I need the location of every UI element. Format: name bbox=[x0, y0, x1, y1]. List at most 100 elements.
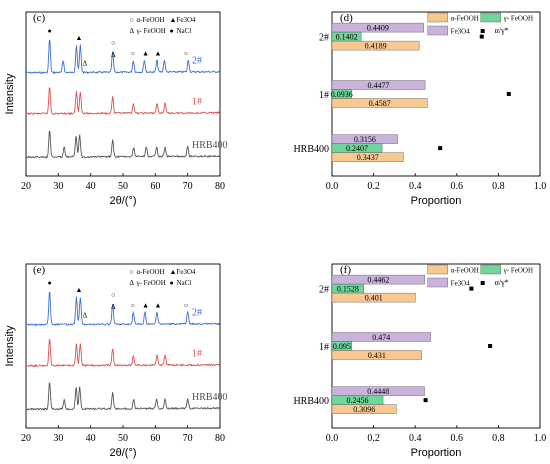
x-tick-label: 0.8 bbox=[492, 433, 505, 444]
x-tick-label: 30 bbox=[53, 181, 63, 192]
x-tick-label: 60 bbox=[150, 433, 160, 444]
legend-ratio-marker bbox=[480, 281, 485, 285]
phase-marker: ● bbox=[47, 27, 51, 35]
bar-value-label: 0.0936 bbox=[331, 90, 353, 99]
xrd-series-line bbox=[25, 87, 220, 116]
legend-symbol: ● bbox=[169, 279, 173, 287]
proportion-panel-d: 0.0 0.2 0.4 0.6 0.8 1.0 Proportion (d) 2# 0.4409 0… bbox=[293, 11, 547, 207]
legend-ratio-label: α/γ* bbox=[495, 278, 509, 287]
legend-ratio-marker bbox=[480, 29, 485, 33]
proportion-panel-f: 0.0 0.2 0.4 0.6 0.8 1.0 Proportion (f) 2# 0.4462 0… bbox=[293, 263, 547, 459]
ratio-point bbox=[488, 344, 493, 348]
phase-marker: Δ bbox=[83, 60, 88, 68]
x-tick-label: 20 bbox=[21, 181, 31, 192]
x-tick-label: 30 bbox=[53, 433, 63, 444]
phase-marker: ○ bbox=[184, 50, 188, 58]
series-label: 1# bbox=[192, 349, 202, 360]
bar bbox=[331, 274, 426, 285]
series-label: 2# bbox=[192, 56, 202, 67]
ratio-point bbox=[423, 398, 428, 403]
bar-value-label: 0.4409 bbox=[367, 24, 389, 33]
x-tick-label: 70 bbox=[183, 181, 193, 192]
legend-label: γ- FeOOH bbox=[135, 279, 165, 287]
ratio-point bbox=[479, 34, 484, 39]
bar bbox=[331, 152, 404, 162]
bar-value-label: 0.1402 bbox=[336, 33, 358, 42]
x-tick-label: 40 bbox=[86, 181, 96, 192]
bar-value-label: 0.3156 bbox=[354, 135, 376, 144]
x-tick-label: 50 bbox=[118, 181, 128, 192]
xrd-series-line bbox=[25, 382, 220, 411]
x-tick-label: 60 bbox=[150, 181, 160, 192]
x-tick-label: 0.8 bbox=[492, 181, 505, 192]
bar-value-label: 0.3437 bbox=[357, 153, 379, 162]
legend-swatch bbox=[427, 25, 448, 36]
x-axis-label: Proportion bbox=[411, 195, 462, 207]
panel-label: (e) bbox=[33, 264, 46, 276]
bar-value-label: 0.4462 bbox=[367, 276, 389, 285]
ratio-point bbox=[469, 286, 474, 291]
x-axis-label: Proportion bbox=[411, 447, 462, 459]
xrd-panel-e: 20 30 40 50 60 70 80 2θ/(°) Intensity (e) 2# ● ▲ Δ ○ Δ ○… bbox=[4, 263, 228, 459]
legend-label: γ- FeOOH bbox=[503, 15, 533, 23]
phase-marker: ○ bbox=[131, 50, 135, 58]
legend-symbol: Δ bbox=[129, 279, 134, 287]
series-label: HRB400 bbox=[192, 140, 228, 151]
bar-value-label: 0.2407 bbox=[346, 144, 368, 153]
phase-marker: ▲ bbox=[142, 50, 149, 58]
legend-label: Fe3O4 bbox=[451, 28, 471, 36]
series-label: 1# bbox=[192, 97, 202, 108]
x-tick-label: 0.2 bbox=[367, 181, 380, 192]
phase-marker: ○ bbox=[184, 302, 188, 310]
panel-label: (c) bbox=[33, 12, 46, 24]
x-tick-label: 80 bbox=[215, 433, 225, 444]
bar bbox=[331, 40, 420, 51]
legend-swatch bbox=[427, 12, 448, 23]
legend-label: Fe3O4 bbox=[451, 280, 471, 288]
x-tick-label: 0.4 bbox=[409, 181, 422, 192]
bar-value-label: 0.431 bbox=[368, 351, 386, 360]
phase-marker: ▲ bbox=[142, 302, 149, 310]
x-axis-label: 2θ/(°) bbox=[109, 195, 136, 207]
x-tick-label: 50 bbox=[118, 433, 128, 444]
plot-frame bbox=[25, 263, 221, 429]
series-label: 2# bbox=[192, 308, 202, 319]
x-tick-label: 1.0 bbox=[534, 181, 547, 192]
legend-label: α-FeOOH bbox=[451, 15, 479, 23]
bar-value-label: 0.4587 bbox=[369, 99, 391, 108]
x-tick-label: 20 bbox=[21, 433, 31, 444]
x-tick-label: 40 bbox=[86, 433, 96, 444]
x-tick-label: 0.2 bbox=[367, 433, 380, 444]
xrd-series-line bbox=[25, 130, 220, 159]
xrd-series-line bbox=[25, 39, 220, 75]
legend-label: α-FeOOH bbox=[136, 268, 164, 276]
legend-symbol: ○ bbox=[129, 268, 133, 276]
ratio-point bbox=[438, 146, 443, 151]
legend-symbol: ● bbox=[169, 27, 173, 35]
bar bbox=[331, 98, 428, 108]
phase-marker: Δ bbox=[83, 312, 88, 320]
bar-value-label: 0.401 bbox=[365, 294, 383, 303]
phase-marker: ▲ bbox=[154, 50, 161, 58]
bar-value-label: 0.4448 bbox=[367, 387, 389, 396]
legend-ratio-label: α/γ* bbox=[495, 26, 509, 35]
x-tick-label: 1.0 bbox=[534, 433, 547, 444]
legend-label: Fe3O4 bbox=[176, 268, 196, 276]
category-label: HRB400 bbox=[293, 396, 329, 407]
legend-swatch bbox=[427, 277, 448, 288]
legend-label: NaCl bbox=[176, 27, 191, 35]
legend-label: α-FeOOH bbox=[451, 267, 479, 275]
legend-symbol: ○ bbox=[129, 16, 133, 24]
legend-swatch bbox=[480, 264, 501, 275]
phase-marker: ○ bbox=[131, 302, 135, 310]
category-label: HRB400 bbox=[293, 144, 329, 155]
bar bbox=[331, 80, 426, 90]
bar bbox=[331, 22, 424, 33]
y-axis-label: Intensity bbox=[4, 325, 16, 366]
legend-label: α-FeOOH bbox=[136, 16, 164, 24]
category-label: 2# bbox=[319, 285, 329, 296]
bar-value-label: 0.1528 bbox=[337, 285, 359, 294]
plot-frame bbox=[25, 11, 221, 177]
category-label: 2# bbox=[319, 33, 329, 44]
